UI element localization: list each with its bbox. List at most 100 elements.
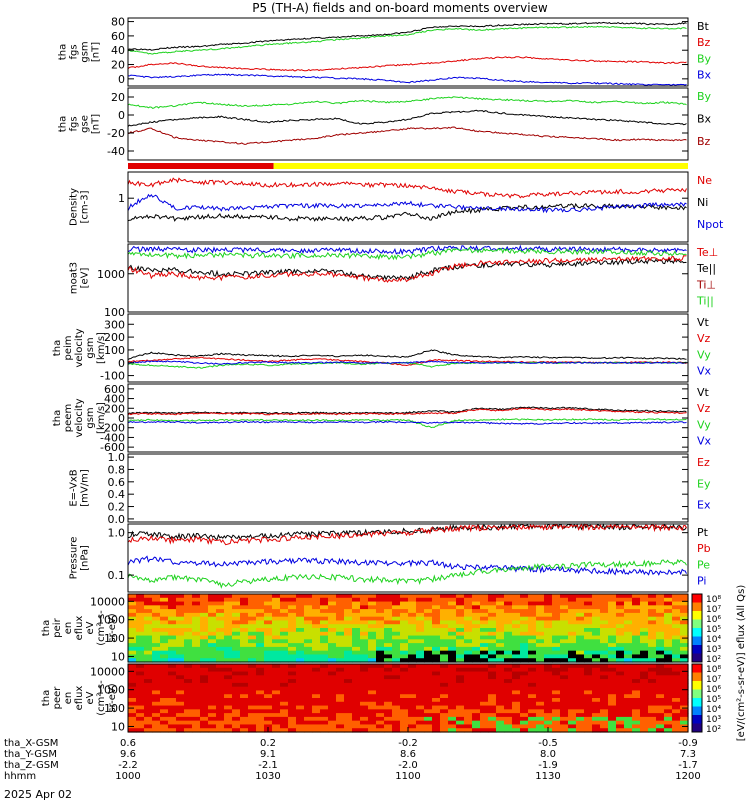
- spectrogram-cell: [384, 643, 393, 648]
- spectrogram-cell: [576, 654, 585, 659]
- spectrogram-cell: [496, 709, 505, 714]
- spectrogram-cell: [616, 690, 625, 695]
- spectrogram-cell: [352, 639, 361, 644]
- spectrogram-cell: [200, 664, 209, 669]
- spectrogram-cell: [656, 686, 665, 692]
- spectrogram-cell: [256, 716, 265, 722]
- spectrogram-cell: [152, 709, 161, 714]
- legend-Te||: Te||: [696, 262, 716, 275]
- spectrogram-cell: [552, 724, 561, 729]
- spectrogram-cell: [328, 612, 337, 618]
- spectrogram-cell: [240, 654, 249, 659]
- spectrogram-cell: [288, 664, 297, 669]
- spectrogram-cell: [472, 616, 481, 622]
- spectrogram-cell: [472, 628, 481, 633]
- spectrogram-cell: [616, 620, 625, 625]
- spectrogram-cell: [280, 601, 289, 606]
- spectrogram-cell: [648, 694, 657, 699]
- spectrogram-cell: [480, 605, 489, 610]
- spectrogram-cell: [608, 667, 617, 673]
- spectrogram-cell: [216, 709, 225, 714]
- colorbar-tick-label: 10²: [706, 725, 721, 735]
- spectrogram-cell: [296, 624, 305, 629]
- spectrogram-cell: [288, 675, 297, 680]
- spectrogram-cell: [272, 646, 281, 652]
- spectrogram-cell: [216, 646, 225, 652]
- spectrogram-cell: [440, 716, 449, 722]
- spectrogram-cell: [584, 628, 593, 633]
- spectrogram-cell: [592, 664, 601, 669]
- spectrogram-cell: [504, 713, 513, 718]
- spectrogram-cell: [496, 682, 505, 688]
- spectrogram-cell: [176, 709, 185, 714]
- spectrogram-cell: [520, 728, 529, 733]
- spectrogram-cell: [328, 698, 337, 703]
- spectrogram-cell: [264, 594, 273, 599]
- spectrogram-cell: [272, 620, 281, 625]
- spectrogram-cell: [304, 709, 313, 714]
- spectrogram-cell: [312, 597, 321, 603]
- spectrogram-cell: [552, 631, 561, 637]
- spectrogram-cell: [192, 716, 201, 722]
- spectrogram-cell: [304, 664, 313, 669]
- spectrogram-cell: [544, 701, 553, 707]
- spectrogram-cell: [400, 694, 409, 699]
- spectrogram-cell: [184, 594, 193, 599]
- spectrogram-cell: [472, 612, 481, 618]
- spectrogram-cell: [456, 635, 465, 640]
- spectrogram-cell: [464, 675, 473, 680]
- spectrogram-cell: [288, 639, 297, 644]
- spectrogram-cell: [264, 701, 273, 707]
- spectrogram-cell: [568, 646, 577, 652]
- spectrogram-cell: [200, 594, 209, 599]
- spectrogram-cell: [408, 728, 417, 733]
- y-tick-label: 10000: [90, 595, 125, 608]
- spectrogram-cell: [528, 643, 537, 648]
- spectrogram-cell: [216, 624, 225, 629]
- spectrogram-cell: [488, 724, 497, 729]
- spectrogram-cell: [280, 713, 289, 718]
- spectrogram-cell: [576, 612, 585, 618]
- spectrogram-cell: [232, 624, 241, 629]
- legend-Vz: Vz: [697, 402, 711, 415]
- spectrogram-cell: [224, 698, 233, 703]
- spectrogram-cell: [384, 628, 393, 633]
- spectrogram-cell: [376, 635, 385, 640]
- spectrogram-cell: [200, 620, 209, 625]
- y-axis-label-line: tha: [41, 620, 52, 636]
- spectrogram-cell: [376, 643, 385, 648]
- spectrogram-cell: [440, 639, 449, 644]
- spectrogram-cell: [232, 686, 241, 692]
- spectrogram-cell: [424, 675, 433, 680]
- spectrogram-cell: [192, 671, 201, 676]
- spectrogram-cell: [560, 667, 569, 673]
- spectrogram-cell: [608, 639, 617, 644]
- spectrogram-cell: [608, 646, 617, 652]
- spectrogram-cell: [392, 654, 401, 659]
- spectrogram-cell: [248, 624, 257, 629]
- spectrogram-cell: [280, 643, 289, 648]
- spectrogram-cell: [360, 664, 369, 669]
- spectrogram-cell: [600, 701, 609, 707]
- colorbar-step: [692, 619, 702, 629]
- spectrogram-cell: [360, 679, 369, 684]
- spectrogram-cell: [528, 686, 537, 692]
- spectrogram-cell: [192, 667, 201, 673]
- spectrogram-cell: [368, 628, 377, 633]
- spectrogram-cell: [472, 609, 481, 614]
- spectrogram-cell: [248, 701, 257, 707]
- status-bar: [128, 163, 688, 169]
- spectrogram-cells: [128, 664, 689, 733]
- spectrogram-cell: [584, 594, 593, 599]
- spectrogram-cell: [176, 701, 185, 707]
- y-axis-label-line: [nT]: [91, 42, 102, 62]
- spectrogram-cell: [632, 675, 641, 680]
- spectrogram-cell: [544, 698, 553, 703]
- spectrogram-cell: [240, 690, 249, 695]
- legend-Ne: Ne: [697, 174, 712, 187]
- y-axis-label: Density [cm-3]: [69, 188, 91, 226]
- spectrogram-cell: [152, 720, 161, 726]
- spectrogram-cell: [176, 609, 185, 614]
- spectrogram-cell: [488, 639, 497, 644]
